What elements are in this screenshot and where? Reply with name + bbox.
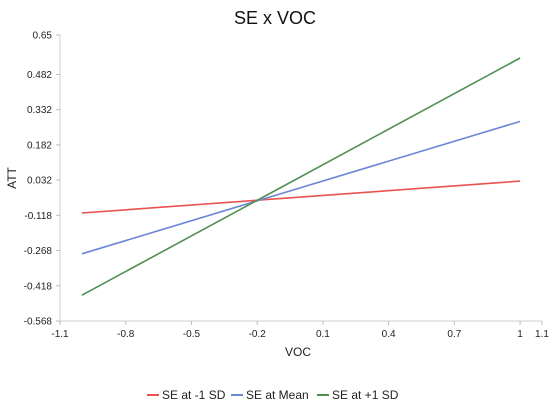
x-axis-title: VOC (285, 345, 311, 359)
chart-title: SE x VOC (234, 8, 316, 28)
y-tick-label: 0.332 (27, 105, 52, 116)
series-line-1 (81, 180, 521, 214)
x-tick-label: 1.1 (535, 329, 549, 340)
series-line-3 (81, 57, 521, 296)
x-tick-label: -0.2 (249, 329, 267, 340)
x-tick-label: 0.4 (382, 329, 396, 340)
x-tick-label: 0.1 (316, 329, 330, 340)
legend-label: SE at Mean (246, 388, 309, 402)
x-tick-label: 0.7 (447, 329, 461, 340)
x-ticks: -1.1 -0.8 -0.5 -0.2 0.1 0.4 0.7 1 1.1 (51, 321, 549, 340)
legend: SE at -1 SD SE at Mean SE at +1 SD (147, 388, 399, 402)
y-tick-label: -0.118 (24, 211, 52, 222)
y-ticks: 0.65 0.482 0.332 0.182 0.032 -0.118 -0.268 -0.4… (24, 31, 60, 328)
x-tick-label: 1 (517, 329, 523, 340)
axes (59, 35, 542, 322)
legend-label: SE at -1 SD (162, 388, 226, 402)
series-line-2 (81, 120, 521, 255)
y-axis-title: ATT (5, 166, 19, 188)
x-tick-label: -0.8 (117, 329, 135, 340)
y-tick-label: 0.032 (27, 176, 52, 187)
legend-label: SE at +1 SD (332, 388, 399, 402)
y-tick-label: 0.65 (33, 31, 53, 42)
series-lines (81, 57, 521, 296)
y-tick-label: -0.268 (24, 246, 53, 257)
y-tick-label: -0.568 (24, 317, 53, 328)
x-tick-label: -1.1 (51, 329, 69, 340)
y-tick-label: -0.418 (24, 281, 53, 292)
x-tick-label: -0.5 (183, 329, 201, 340)
y-tick-label: 0.482 (27, 70, 52, 81)
y-tick-label: 0.182 (27, 140, 52, 151)
